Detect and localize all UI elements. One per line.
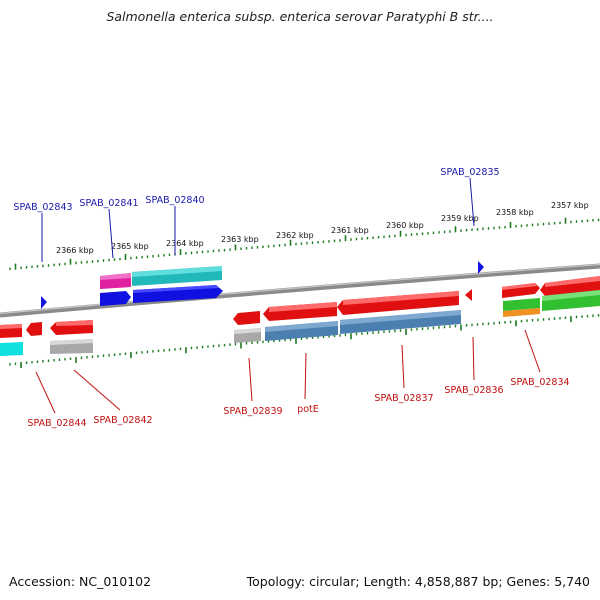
- tick-label-2365: 2365 kbp: [111, 242, 149, 251]
- leader-SPAB_02834: [524, 329, 541, 373]
- gene-green-a[interactable]: [503, 298, 540, 311]
- gene-SPAB_02841-blue[interactable]: [100, 291, 131, 306]
- leader-SPAB_02837: [401, 344, 405, 389]
- gene-label-SPAB_02842[interactable]: SPAB_02842: [93, 415, 152, 426]
- genome-backbone: [0, 263, 600, 318]
- tick-label-2364: 2364 kbp: [166, 239, 204, 248]
- upper-tick-row: [9, 217, 600, 271]
- tick-label-2362: 2362 kbp: [276, 231, 314, 240]
- gene-label-SPAB_02841[interactable]: SPAB_02841: [79, 198, 138, 209]
- gene-label-SPAB_02837[interactable]: SPAB_02837: [374, 393, 433, 404]
- genome-info-text: Topology: circular; Length: 4,858,887 bp…: [246, 574, 590, 589]
- gene-label-SPAB_02843[interactable]: SPAB_02843: [13, 202, 72, 213]
- organism-title: Salmonella enterica subsp. enterica sero…: [106, 9, 494, 24]
- gene-label-SPAB_02834[interactable]: SPAB_02834: [510, 377, 569, 388]
- tick-label-2358: 2358 kbp: [496, 208, 534, 217]
- gene-orange[interactable]: [503, 308, 540, 317]
- leader-SPAB_02835: [469, 177, 475, 227]
- gene-label-SPAB_02844[interactable]: SPAB_02844: [27, 418, 86, 429]
- tick-label-2366: 2366 kbp: [56, 246, 94, 255]
- leader-SPAB_02842: [73, 369, 121, 411]
- tick-label-2359: 2359 kbp: [441, 214, 479, 223]
- gene-SPAB_02836-red[interactable]: [465, 289, 472, 301]
- lower-tick-row: [9, 314, 600, 368]
- gene-label-SPAB_02839[interactable]: SPAB_02839: [223, 406, 282, 417]
- leader-SPAB_02841: [108, 208, 114, 259]
- tick-label-2361: 2361 kbp: [331, 226, 369, 235]
- gene-SPAB_02844-cyan[interactable]: [0, 342, 23, 356]
- gene-SPAB_02844-red-b[interactable]: [26, 322, 42, 336]
- gene-label-SPAB_02840[interactable]: SPAB_02840: [145, 195, 204, 206]
- leader-SPAB_02844: [35, 371, 56, 414]
- gene-label-SPAB_02835[interactable]: SPAB_02835: [440, 167, 499, 178]
- accession-text: Accession: NC_010102: [9, 574, 152, 589]
- gene-SPAB_02835-marker[interactable]: [478, 261, 484, 274]
- leader-SPAB_02839: [248, 357, 253, 402]
- tick-label-2363: 2363 kbp: [221, 235, 259, 244]
- gene-SPAB_02843-marker[interactable]: [41, 296, 47, 309]
- leader-potE: [304, 352, 307, 400]
- gene-label-SPAB_02836[interactable]: SPAB_02836: [444, 385, 503, 396]
- leader-SPAB_02836: [472, 336, 475, 381]
- gene-SPAB_02839-red[interactable]: [233, 311, 260, 325]
- tick-label-2360: 2360 kbp: [386, 221, 424, 230]
- tick-label-2357: 2357 kbp: [551, 201, 589, 210]
- gene-label-potE[interactable]: potE: [297, 404, 319, 415]
